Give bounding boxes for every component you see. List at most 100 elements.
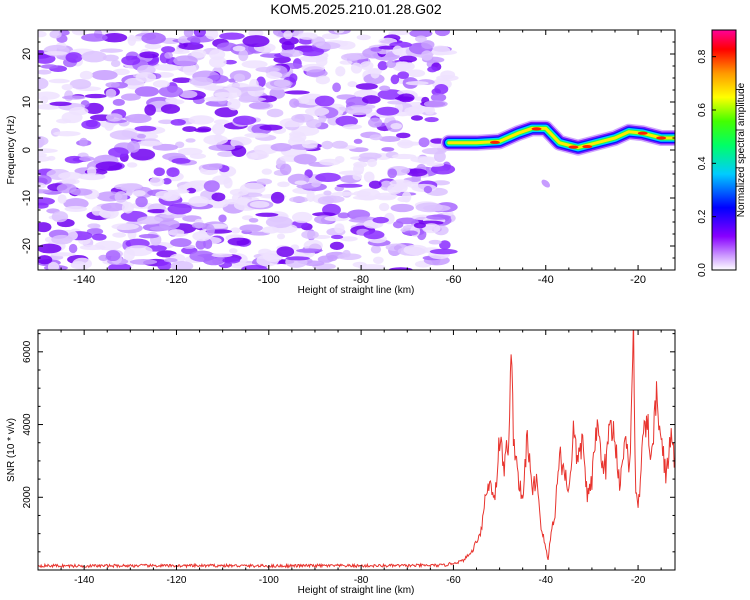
noise-blob (334, 223, 345, 234)
noise-blob (370, 68, 380, 79)
signal-peak (489, 140, 500, 144)
noise-blob (421, 147, 447, 155)
y-tick-label: -20 (21, 238, 33, 254)
noise-blob (78, 173, 106, 181)
snr-series-line (38, 330, 675, 569)
noise-blob (301, 230, 319, 240)
noise-blob (256, 178, 273, 185)
noise-blob (165, 97, 178, 103)
noise-blob (111, 223, 139, 230)
noise-blob (318, 114, 327, 123)
noise-blob (293, 154, 317, 165)
noise-blob (56, 183, 77, 194)
noise-blob (255, 212, 279, 217)
noise-blob (261, 168, 273, 175)
noise-blob (392, 45, 403, 56)
noise-blob (363, 171, 375, 183)
colorbar-label: Normalized spectral amplitude (736, 82, 747, 217)
noise-blob (157, 260, 172, 270)
noise-blob (203, 134, 229, 145)
noise-blob (38, 189, 52, 194)
noise-blob (108, 263, 132, 270)
noise-blob (368, 180, 382, 189)
noise-blob (289, 73, 298, 83)
noise-blob (228, 248, 238, 254)
noise-blob (178, 42, 204, 50)
noise-blob (266, 108, 284, 118)
noise-blob (163, 191, 181, 202)
noise-blob (304, 93, 318, 100)
noise-blob (137, 64, 156, 75)
noise-blob (38, 197, 55, 206)
y-tick-label: 10 (21, 96, 33, 108)
noise-blob (38, 31, 47, 38)
noise-blob (38, 174, 52, 186)
noise-blob (403, 244, 428, 256)
noise-blob (294, 180, 307, 185)
noise-blob (233, 73, 246, 83)
noise-blob (404, 230, 418, 236)
noise-blob (227, 98, 241, 111)
noise-blob (428, 239, 442, 245)
noise-blob (162, 178, 172, 185)
noise-blob (132, 190, 146, 197)
noise-blob (43, 51, 68, 56)
noise-blob (426, 162, 445, 167)
noise-blob (355, 83, 378, 90)
noise-blob (279, 36, 299, 46)
noise-blob (424, 116, 439, 123)
noise-blob (57, 194, 67, 204)
noise-blob (440, 70, 456, 80)
noise-blob (276, 233, 286, 240)
noise-blob (217, 151, 236, 157)
noise-blob (125, 113, 152, 124)
noise-blob (87, 223, 101, 229)
noise-blob (410, 115, 423, 121)
noise-blob (332, 82, 341, 93)
noise-blob (342, 249, 351, 258)
colorbar: 0.0 0.2 0.4 0.6 0.8 Normalized spectral ampl… (697, 29, 747, 277)
noise-blob (238, 86, 266, 92)
noise-blob (188, 115, 215, 125)
noise-blob (38, 136, 45, 148)
noise-blob (388, 267, 413, 270)
noise-blob (361, 95, 381, 104)
colorbar-tick-label: 0.4 (697, 156, 708, 170)
noise-blob (261, 226, 280, 234)
noise-blob (373, 256, 384, 264)
noise-blob (273, 56, 291, 64)
noise-blob (407, 69, 426, 78)
colorbar-gradient (711, 29, 737, 271)
noise-blob (241, 60, 268, 69)
spectrogram-y-ticks: -20 -10 0 10 20 (21, 29, 675, 271)
noise-blob (109, 130, 138, 140)
noise-blob (69, 79, 92, 90)
noise-blob (134, 125, 157, 132)
noise-blob (91, 206, 104, 216)
noise-blob (79, 156, 95, 162)
noise-blob (333, 30, 345, 34)
noise-blob (232, 115, 257, 126)
noise-blob (355, 216, 376, 221)
noise-blob (81, 119, 101, 130)
x-tick-label: -140 (74, 575, 94, 586)
noise-blob (363, 230, 385, 240)
noise-blob (344, 105, 373, 116)
noise-blob (192, 231, 212, 242)
x-tick-label: -40 (538, 274, 554, 286)
spectrogram-y-label: Frequency (Hz) (6, 116, 17, 185)
noise-blob (430, 45, 451, 56)
noise-blob (182, 63, 197, 76)
noise-blob (105, 88, 117, 98)
noise-blob (249, 201, 270, 208)
noise-blob (86, 228, 104, 235)
y-tick-label: 6000 (22, 340, 33, 363)
noise-blob (426, 214, 451, 220)
noise-blob (289, 132, 307, 143)
noise-blob (311, 181, 321, 188)
noise-blob (126, 162, 138, 168)
noise-blob (283, 30, 293, 40)
noise-blob (211, 192, 226, 202)
colorbar-ticks: 0.0 0.2 0.4 0.6 0.8 (697, 49, 716, 277)
noise-blob (270, 142, 293, 152)
